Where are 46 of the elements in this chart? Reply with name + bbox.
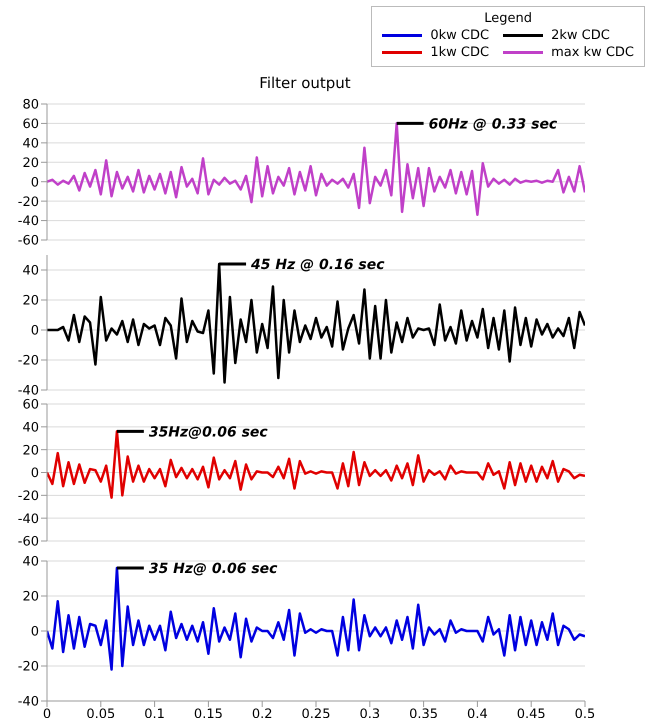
y-tick-label: -20 xyxy=(18,354,39,369)
y-tick-label: 60 xyxy=(22,117,39,132)
y-tick-label: 60 xyxy=(22,398,39,413)
y-tick-label: 0 xyxy=(30,624,39,640)
y-tick-label: 40 xyxy=(22,420,39,436)
y-tick-label: 20 xyxy=(22,294,39,309)
x-tick-label: 0.05 xyxy=(86,707,116,718)
y-tick-label: 20 xyxy=(22,590,39,605)
x-tick-label: 0.15 xyxy=(194,707,223,718)
x-tick-label: 0.3 xyxy=(359,707,380,718)
y-tick-label: -40 xyxy=(18,214,39,230)
y-tick-label: -40 xyxy=(18,694,39,710)
legend-label: 0kw CDC xyxy=(430,28,490,43)
y-tick-label: 80 xyxy=(22,98,39,113)
y-tick-label: 40 xyxy=(22,136,39,152)
legend-title: Legend xyxy=(483,11,534,26)
annotation: 35Hz@0.06 sec xyxy=(148,424,268,440)
x-tick-label: 0.1 xyxy=(144,707,165,718)
y-tick-label: -40 xyxy=(18,384,39,399)
x-tick-label: 0.4 xyxy=(467,707,488,718)
y-tick-label: 20 xyxy=(22,443,39,458)
x-tick-label: 0.45 xyxy=(516,707,546,718)
y-tick-label: 20 xyxy=(22,156,39,171)
y-tick-label: -60 xyxy=(18,534,39,550)
x-tick-label: 0.25 xyxy=(302,707,330,718)
y-tick-label: -40 xyxy=(18,512,39,527)
legend-label: max kw CDC xyxy=(551,45,634,60)
y-tick-label: 40 xyxy=(22,554,39,570)
x-tick-label: 0.2 xyxy=(252,707,273,718)
annotation: 60Hz @ 0.33 sec xyxy=(428,116,558,132)
x-tick-label: 0.5 xyxy=(574,707,596,718)
chart-title: Filter output xyxy=(258,74,352,92)
y-tick-label: 0 xyxy=(30,324,39,339)
y-tick-label: -60 xyxy=(18,234,39,249)
y-tick-label: -20 xyxy=(18,194,39,210)
x-tick-label: 0 xyxy=(42,707,52,718)
y-tick-label: -20 xyxy=(18,660,39,675)
y-tick-label: -20 xyxy=(18,488,39,504)
annotation: 45 Hz @ 0.16 sec xyxy=(250,256,386,273)
y-tick-label: 40 xyxy=(22,264,39,279)
annotation: 35 Hz@ 0.06 sec xyxy=(148,560,278,577)
y-tick-label: 0 xyxy=(30,175,39,190)
legend-label: 2kw CDC xyxy=(551,28,610,43)
legend-label: 1kw CDC xyxy=(430,45,490,60)
y-tick-label: 0 xyxy=(30,466,39,482)
x-tick-label: 0.35 xyxy=(409,707,438,718)
